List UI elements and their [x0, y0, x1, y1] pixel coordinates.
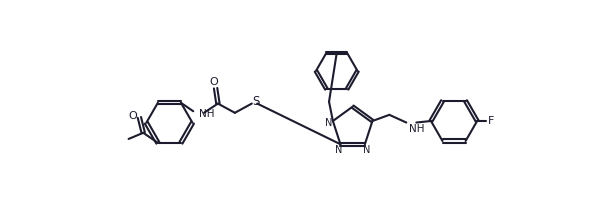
Text: N: N	[335, 145, 342, 155]
Text: O: O	[129, 111, 137, 121]
Text: F: F	[488, 116, 494, 126]
Text: NH: NH	[199, 109, 214, 119]
Text: N: N	[363, 145, 370, 155]
Text: N: N	[325, 118, 332, 127]
Text: NH: NH	[410, 124, 425, 134]
Text: O: O	[209, 77, 219, 87]
Text: S: S	[252, 95, 259, 108]
